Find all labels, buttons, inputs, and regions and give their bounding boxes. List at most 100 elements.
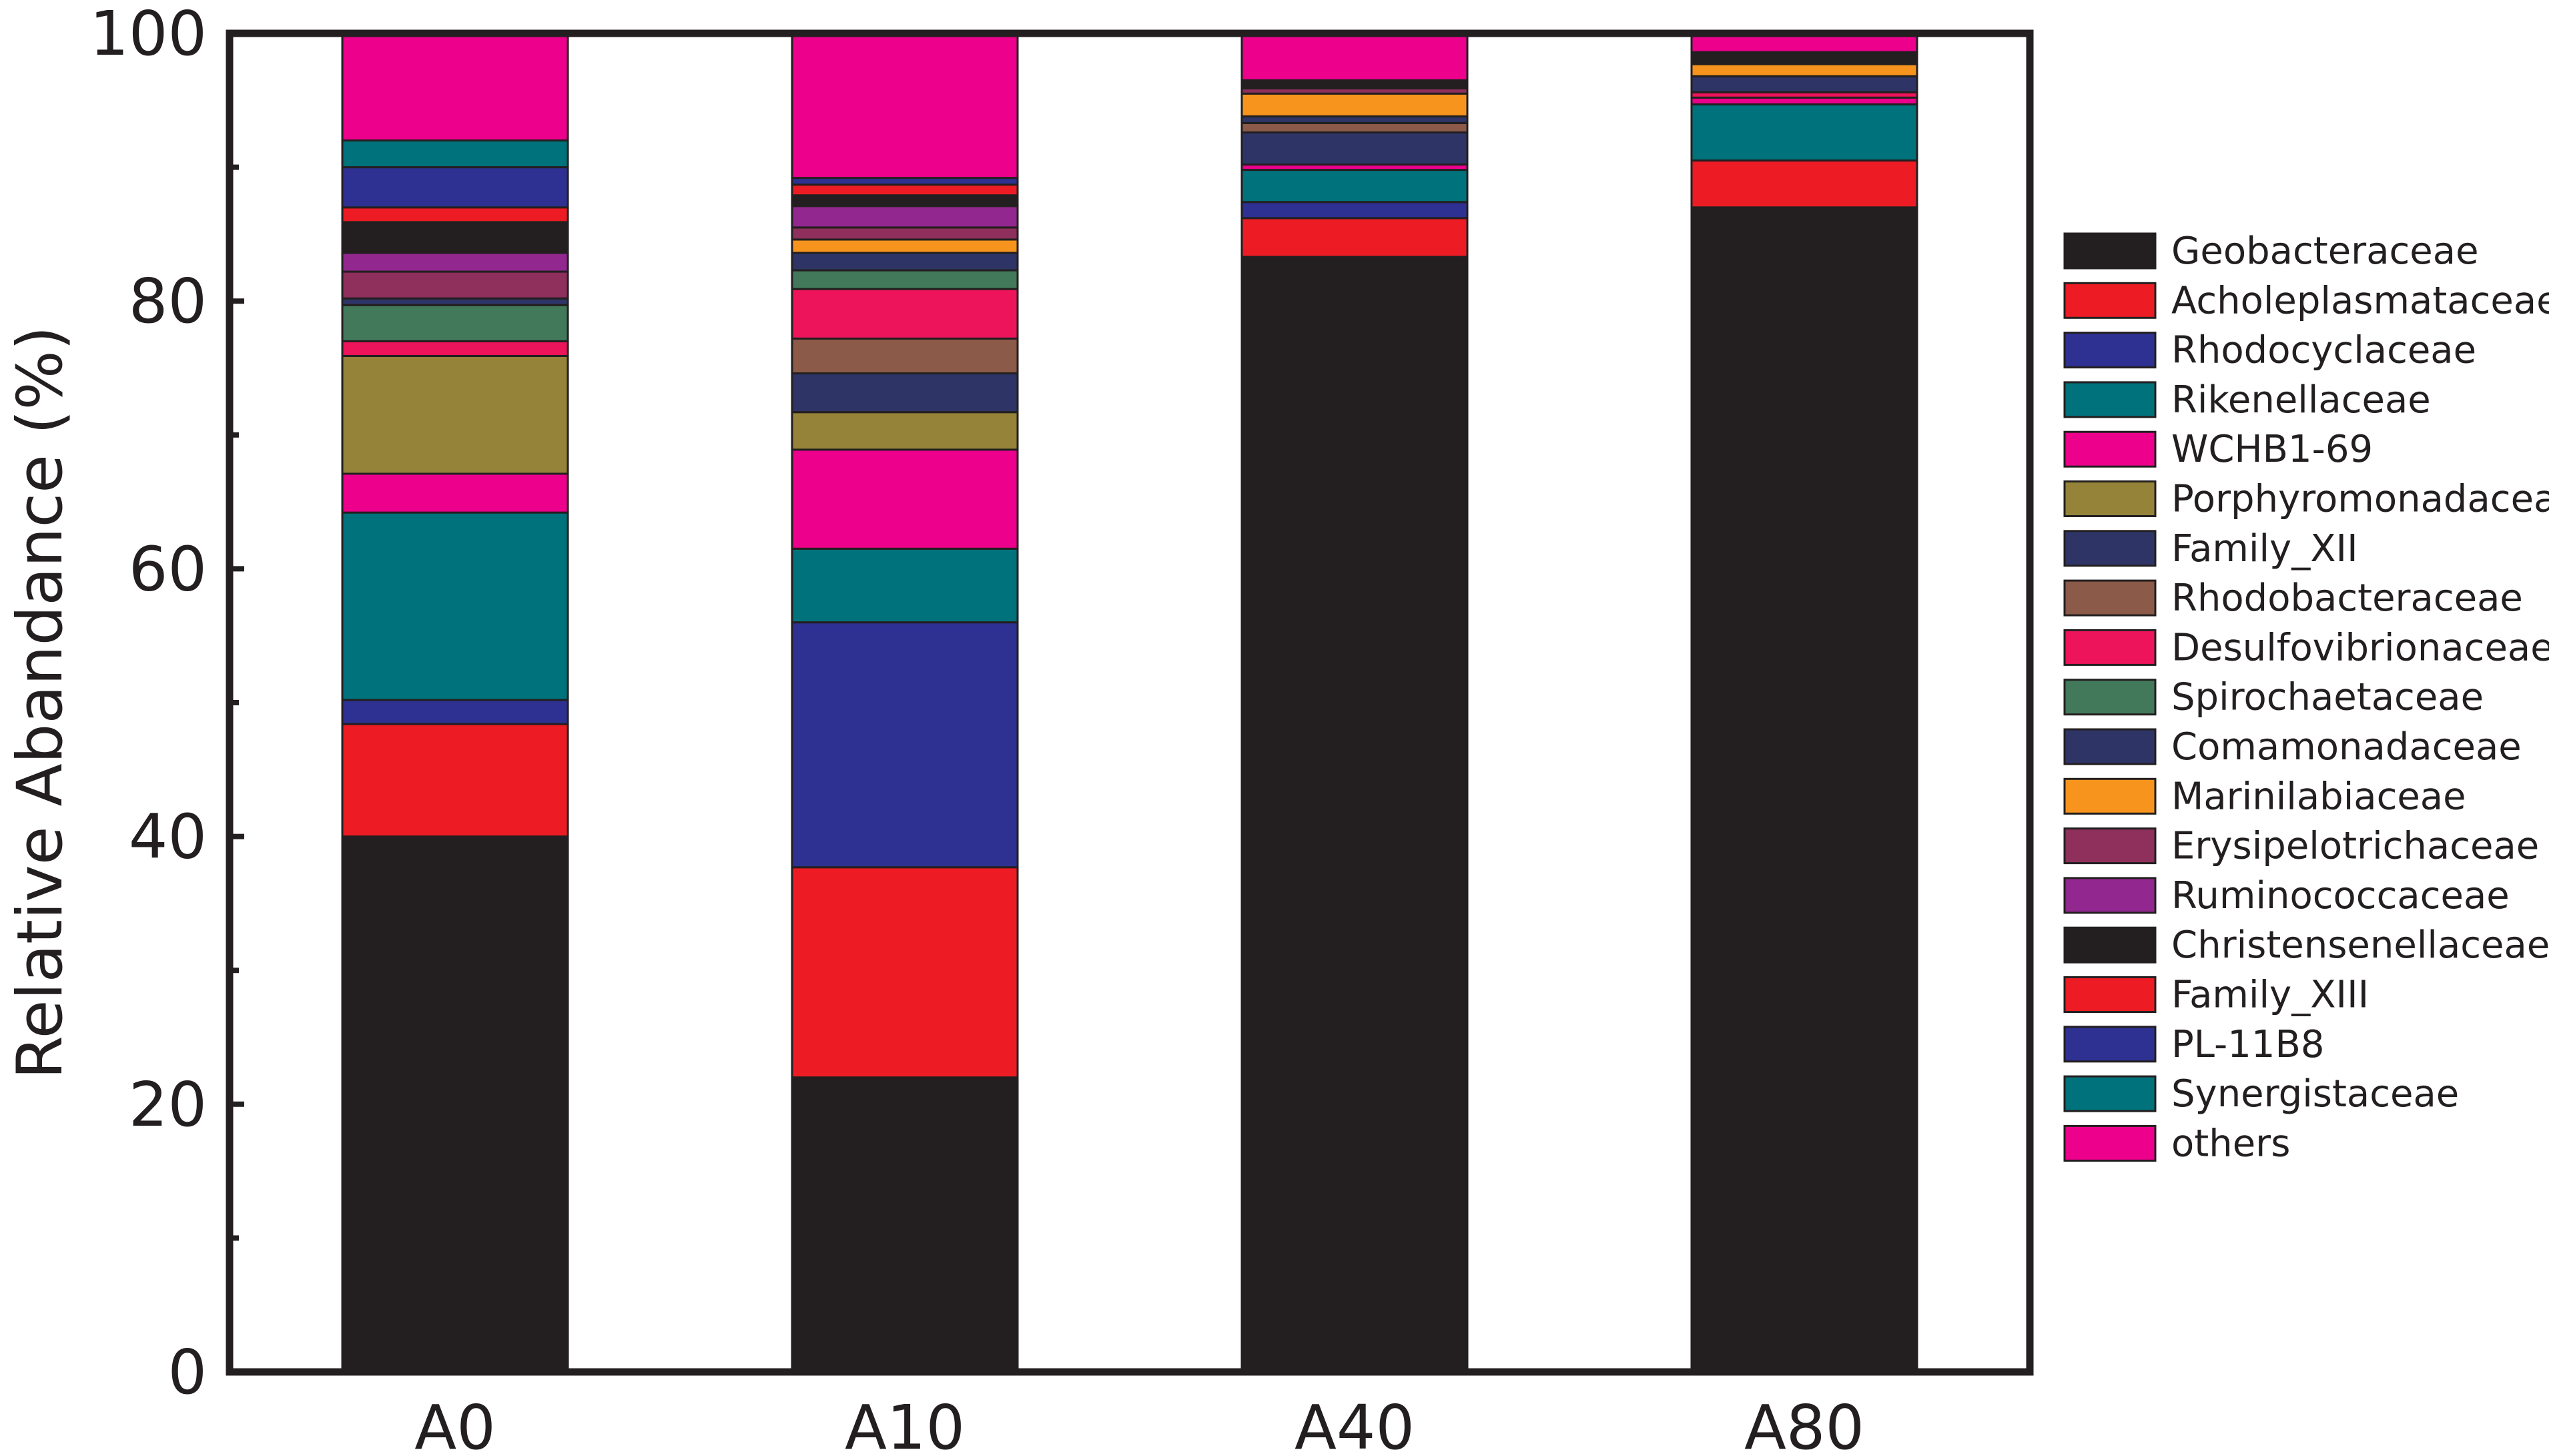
bar-segment-a10-rhodobacteraceae [791, 337, 1019, 375]
bar-segment-a40-family-xii [1240, 131, 1469, 166]
y-tick-label: 20 [129, 1069, 207, 1140]
legend-label: Geobacteraceae [2171, 230, 2479, 273]
legend-swatch [2063, 629, 2157, 666]
legend-label: Ruminococcaceae [2171, 874, 2510, 918]
bar-segment-a10-christensenellaceae [791, 194, 1019, 208]
legend-label: Marinilabiaceae [2171, 775, 2466, 818]
bar-segment-a80-christensenellaceae [1690, 51, 1918, 65]
bar-segment-a0-synergistaceae [341, 139, 569, 169]
legend-swatch [2063, 728, 2157, 765]
legend-label: Comamonadaceae [2171, 725, 2522, 769]
bar-segment-a0-comamonadaceae [341, 297, 569, 306]
bar-segment-a0-geobacteraceae [341, 835, 569, 1373]
legend-swatch [2063, 1124, 2157, 1162]
legend-swatch [2063, 579, 2157, 617]
legend-item: Acholeplasmataceae [2063, 279, 2549, 322]
bar-segment-a40-rikenellaceae [1240, 169, 1469, 204]
legend-label: Spirochaetaceae [2171, 676, 2484, 719]
legend-swatch [2063, 827, 2157, 865]
legend-swatch [2063, 480, 2157, 517]
legend-label: Christensenellaceae [2171, 924, 2549, 967]
legend-label: others [2171, 1122, 2290, 1165]
bar-segment-a0-rikenellaceae [341, 511, 569, 701]
x-category-label: A40 [1295, 1392, 1415, 1456]
legend-label: Desulfovibrionaceae [2171, 626, 2549, 669]
legend-item: Ruminococcaceae [2063, 874, 2510, 918]
legend-label: Porphyromonadaceae [2171, 478, 2549, 521]
legend-swatch [2063, 282, 2157, 319]
bar-stack-a80 [1690, 32, 1918, 1373]
legend-swatch [2063, 430, 2157, 468]
legend-item: PL-11B8 [2063, 1023, 2325, 1066]
bar-segment-a10-ruminococcaceae [791, 205, 1019, 229]
legend-item: Porphyromonadaceae [2063, 478, 2549, 521]
legend-swatch [2063, 1075, 2157, 1112]
bar-segment-a40-others [1240, 32, 1469, 81]
bar-segment-a0-christensenellaceae [341, 221, 569, 254]
legend-label: Rhodocyclaceae [2171, 329, 2476, 372]
bar-segment-a10-others [791, 32, 1019, 179]
bar-segment-a0-others [341, 32, 569, 141]
legend-label: Family_XIII [2171, 974, 2369, 1017]
legend-swatch [2063, 877, 2157, 914]
bar-segment-a10-marinilabiaceae [791, 238, 1019, 254]
legend-item: Comamonadaceae [2063, 725, 2522, 769]
bars-layer [341, 32, 1918, 1373]
bar-segment-a0-wchb1-69 [341, 472, 569, 514]
x-category-label: A10 [845, 1392, 965, 1456]
legend-item: Synergistaceae [2063, 1072, 2459, 1116]
legend-item: Rhodocyclaceae [2063, 329, 2476, 372]
legend: Geobacteraceae Acholeplasmataceae Rhodocyc… [2063, 230, 2549, 1165]
bar-segment-a40-rhodobacteraceae [1240, 121, 1469, 133]
x-category-label: A0 [414, 1392, 495, 1456]
bar-stack-a10 [791, 32, 1019, 1373]
bar-segment-a10-comamonadaceae [791, 252, 1019, 272]
bar-segment-a10-rhodocyclaceae [791, 621, 1019, 869]
legend-label: Rikenellaceae [2171, 378, 2431, 422]
bar-segment-a80-marinilabiaceae [1690, 63, 1918, 77]
bar-segment-a10-wchb1-69 [791, 448, 1019, 550]
legend-item: WCHB1-69 [2063, 428, 2373, 471]
bar-segment-a40-rhodocyclaceae [1240, 201, 1469, 220]
bar-segment-a40-acholeplasmataceae [1240, 217, 1469, 258]
bar-segment-a80-acholeplasmataceae [1690, 159, 1918, 209]
bar-segment-a10-porphyromonadaceae [791, 411, 1019, 451]
bar-segment-a40-marinilabiaceae [1240, 92, 1469, 117]
legend-label: Erysipelotrichaceae [2171, 825, 2539, 868]
axis-layer: 0 20 40 60 80 100 A0 A10 A40 A80 [89, 0, 1864, 1456]
legend-swatch [2063, 976, 2157, 1013]
legend-item: Marinilabiaceae [2063, 775, 2466, 818]
legend-swatch [2063, 679, 2157, 716]
legend-swatch [2063, 777, 2157, 815]
legend-item: Family_XIII [2063, 974, 2369, 1017]
legend-item: Christensenellaceae [2063, 924, 2549, 967]
bar-segment-a0-rhodocyclaceae [341, 699, 569, 725]
bar-segment-a0-acholeplasmataceae [341, 723, 569, 838]
bar-segment-a10-rikenellaceae [791, 547, 1019, 624]
bar-segment-a0-porphyromonadaceae [341, 354, 569, 475]
bar-segment-a10-geobacteraceae [791, 1076, 1019, 1373]
bar-stack-a0 [341, 32, 569, 1373]
legend-swatch [2063, 530, 2157, 567]
legend-swatch [2063, 332, 2157, 369]
y-tick-label: 60 [129, 533, 207, 605]
legend-item: Rikenellaceae [2063, 378, 2431, 422]
bar-segment-a10-family-xiii [791, 184, 1019, 197]
bar-segment-a80-comamonadaceae [1690, 75, 1918, 93]
bar-segment-a10-acholeplasmataceae [791, 866, 1019, 1079]
legend-label: WCHB1-69 [2171, 428, 2373, 471]
bar-segment-a0-pl-11b8 [341, 166, 569, 209]
y-tick-label: 100 [89, 0, 207, 69]
x-category-label: A80 [1744, 1392, 1864, 1456]
bar-segment-a10-erysipelotrichaceae [791, 226, 1019, 241]
legend-item: Desulfovibrionaceae [2063, 626, 2549, 669]
bar-segment-a10-spirochaetaceae [791, 269, 1019, 290]
bar-segment-a0-spirochaetaceae [341, 304, 569, 342]
y-tick-label: 80 [129, 266, 207, 337]
bar-segment-a40-christensenellaceae [1240, 79, 1469, 89]
legend-swatch [2063, 926, 2157, 964]
legend-label: Family_XII [2171, 527, 2358, 571]
bar-stack-a40 [1240, 32, 1469, 1373]
bar-segment-a10-desulfovibrionaceae [791, 288, 1019, 340]
bar-segment-a0-ruminococcaceae [341, 252, 569, 273]
